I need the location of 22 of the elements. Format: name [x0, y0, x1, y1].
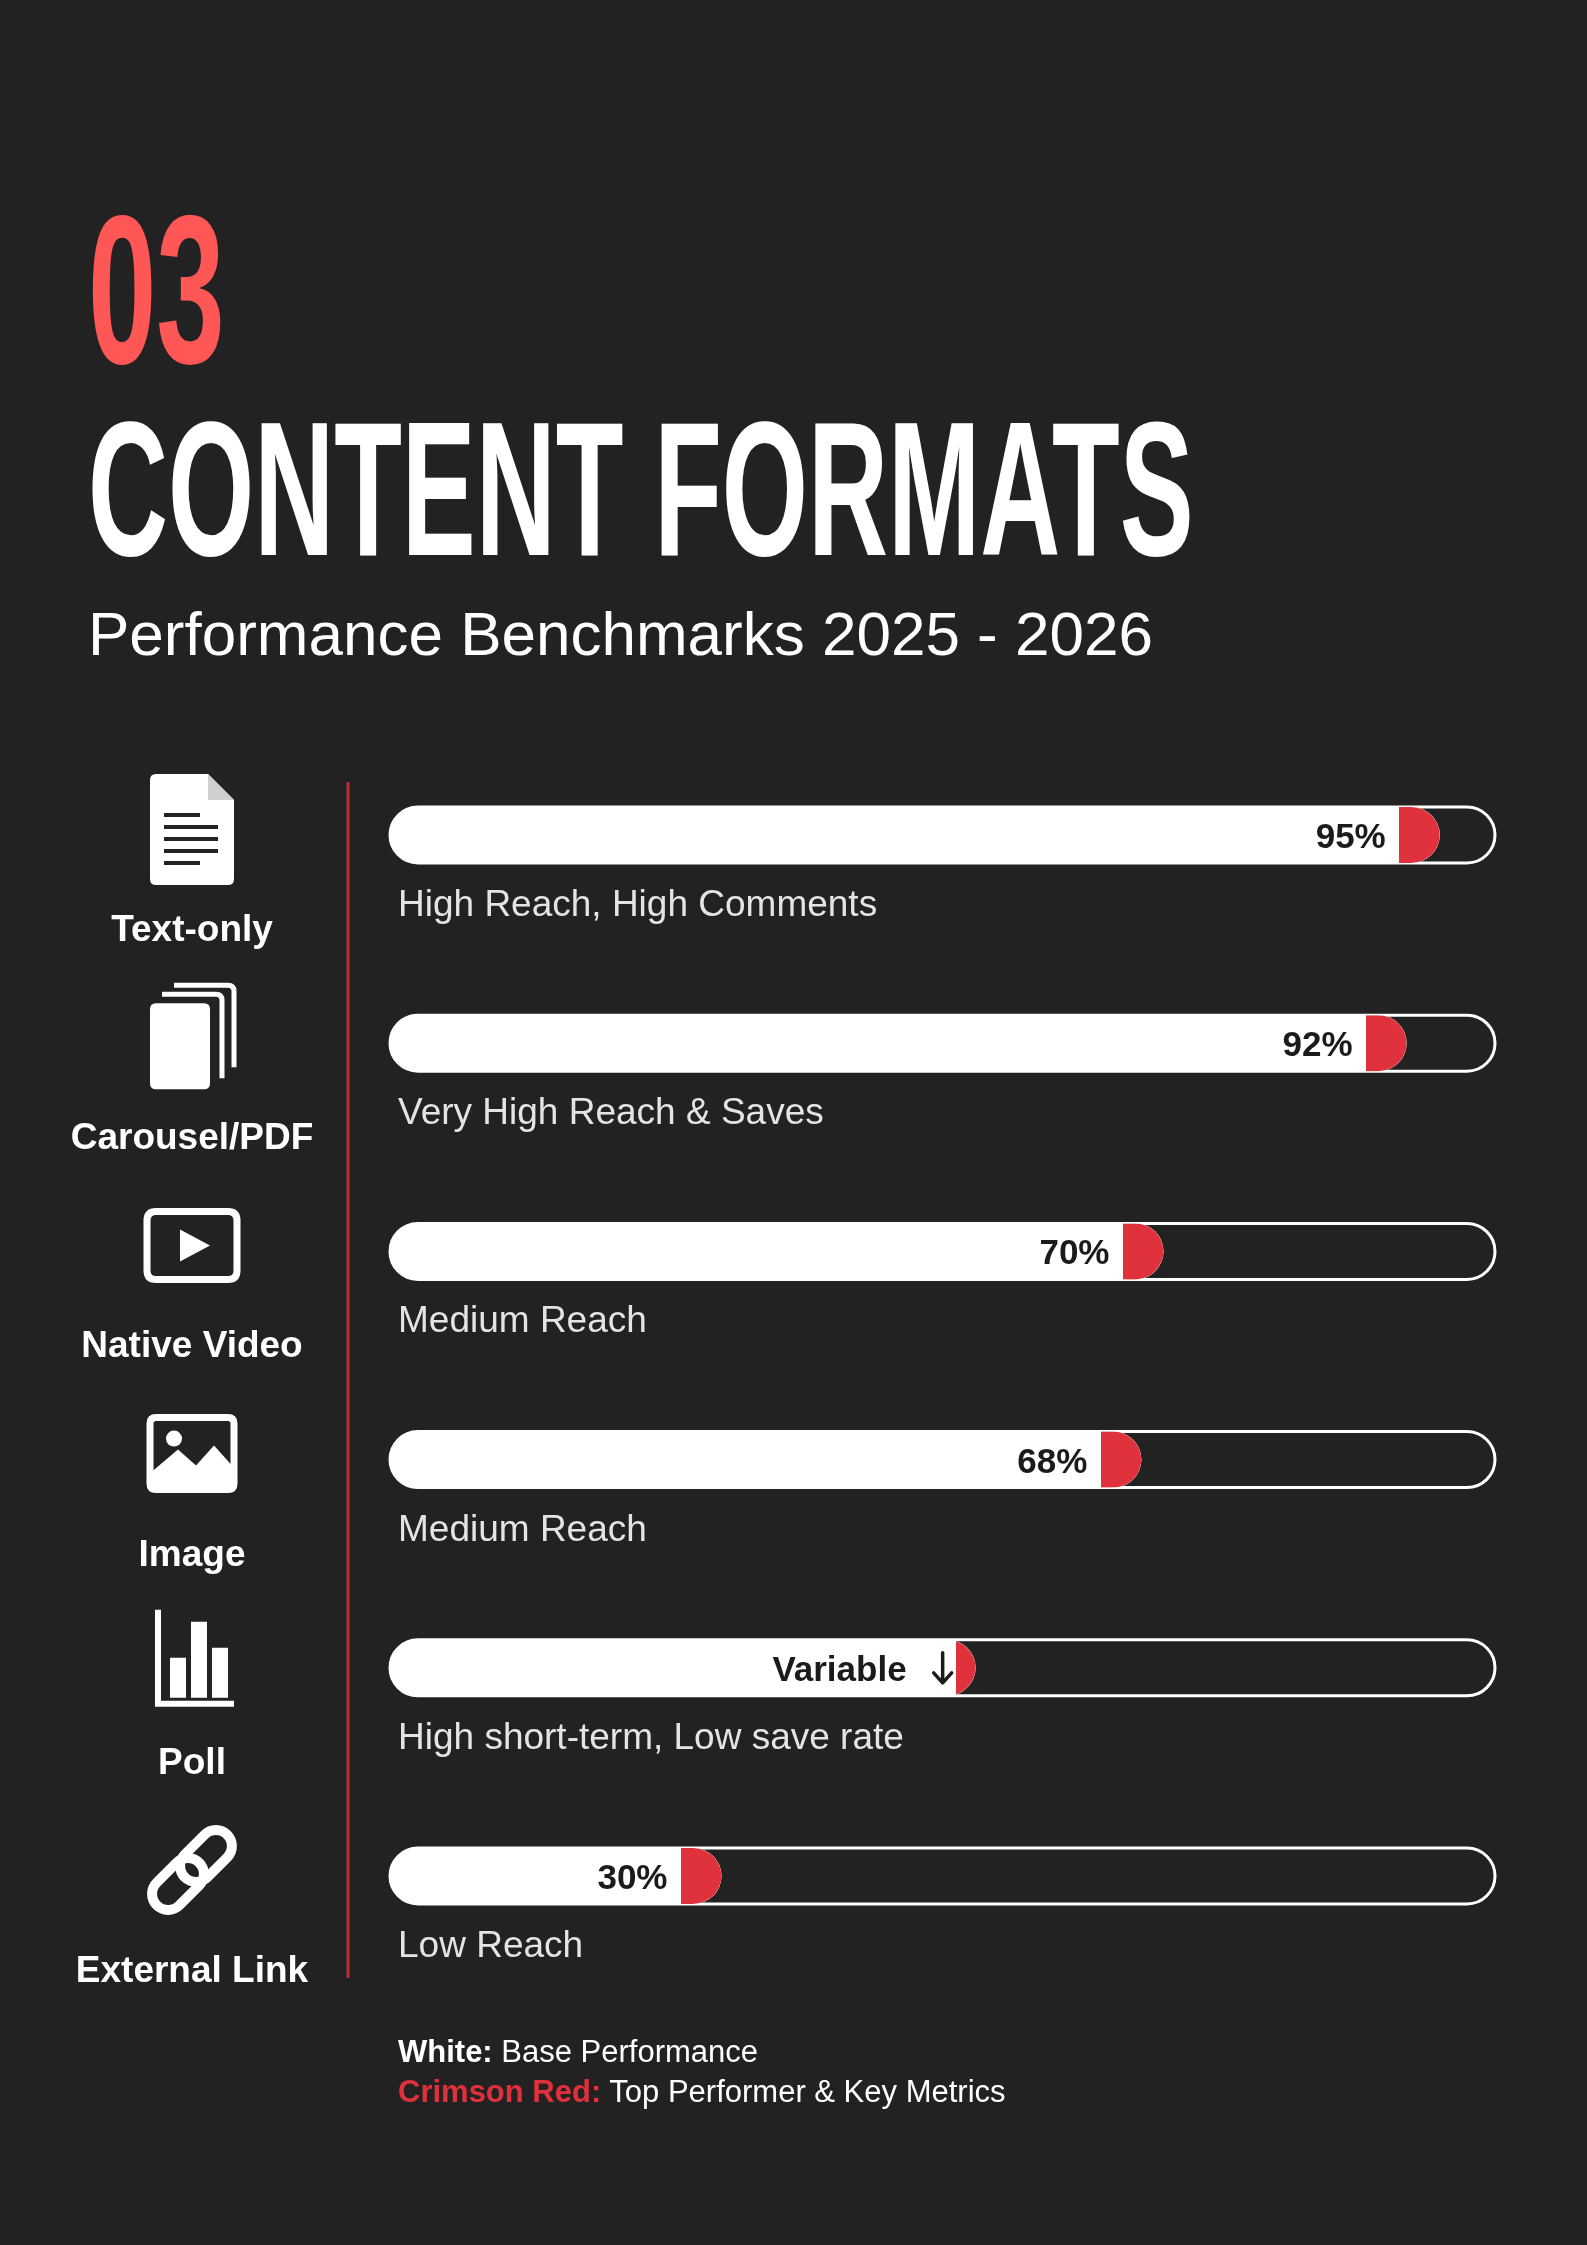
- annotation: High short-term, Low save rate: [398, 1715, 904, 1757]
- annotation: Very High Reach & Saves: [398, 1091, 824, 1133]
- chart-title: 03 CONTENT FORMATS: [88, 170, 1194, 596]
- y-tick-label: Poll: [158, 1740, 226, 1782]
- data-label: 70%: [1039, 1232, 1110, 1272]
- data-label: 95%: [1315, 816, 1386, 855]
- y-tick-label: External Link: [75, 1949, 309, 1990]
- annotation: Medium Reach: [398, 1299, 647, 1341]
- y-tick-label: Text-only: [111, 908, 274, 949]
- y-tick-label: Image: [138, 1532, 246, 1574]
- annotation: Medium Reach: [398, 1507, 647, 1549]
- text: Crimson Red: Top Performer & Key Metrics: [398, 2074, 1006, 2109]
- annotation: High Reach, High Comments: [398, 883, 878, 924]
- y-tick-label: Carousel/PDF: [70, 1116, 314, 1158]
- chart-subtitle: Performance Benchmarks 2025 - 2026: [88, 599, 1153, 668]
- data-label: 68%: [1017, 1440, 1088, 1480]
- data-label: Variable: [772, 1648, 907, 1688]
- annotation: White: Base Performance: [398, 2034, 759, 2069]
- y-tick-label: Native Video: [81, 1324, 303, 1366]
- annotation: Low Reach: [398, 1924, 584, 1965]
- data-label: 30%: [597, 1857, 668, 1896]
- data-label: 92%: [1282, 1024, 1353, 1064]
